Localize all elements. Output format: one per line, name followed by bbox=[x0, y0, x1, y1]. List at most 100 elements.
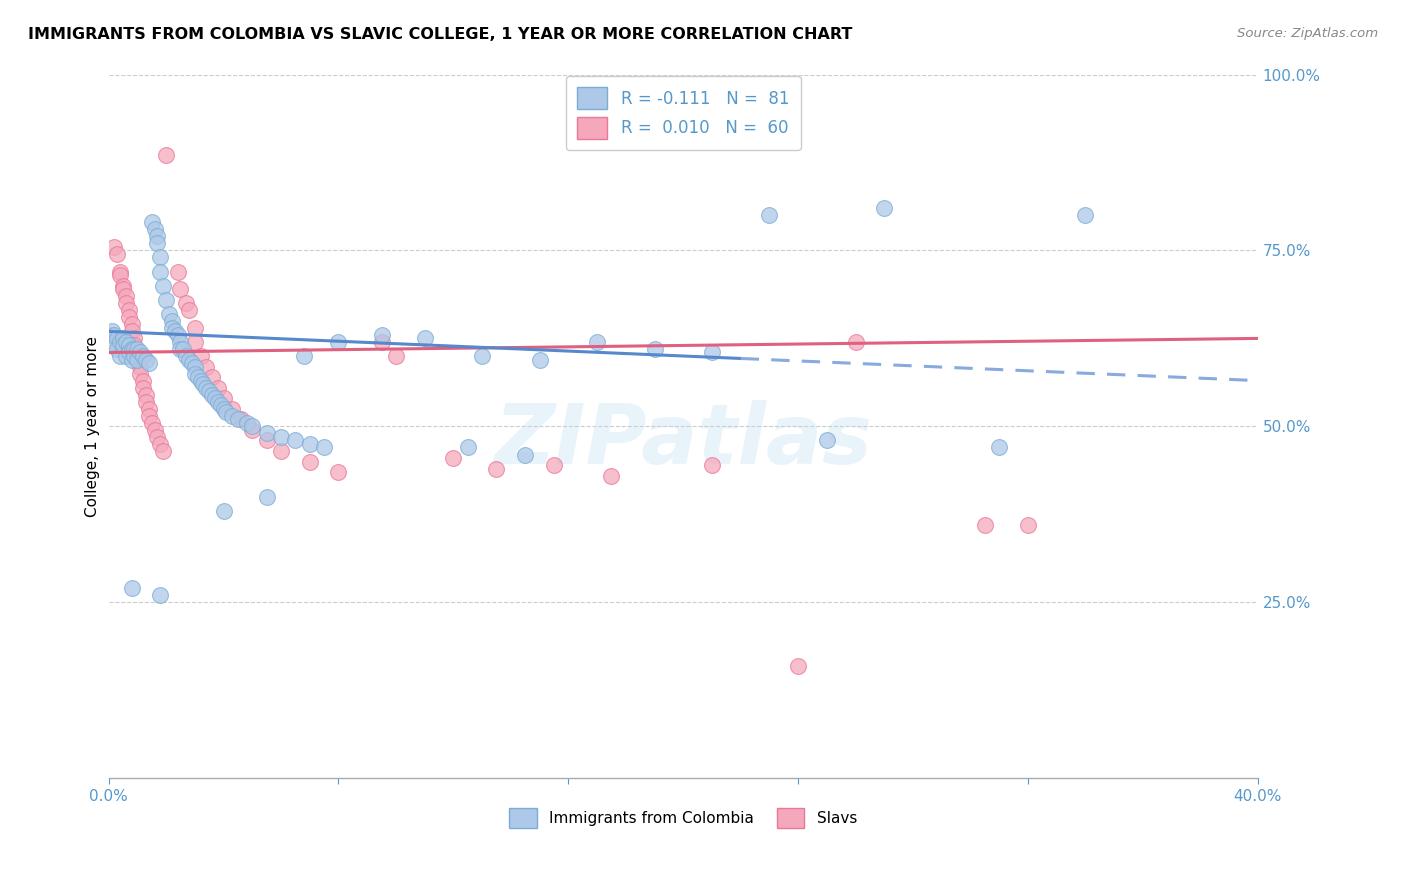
Point bbox=[115, 334, 138, 349]
Point bbox=[988, 441, 1011, 455]
Point bbox=[132, 381, 155, 395]
Point bbox=[177, 352, 200, 367]
Point bbox=[108, 264, 131, 278]
Point bbox=[121, 581, 143, 595]
Point bbox=[177, 303, 200, 318]
Point bbox=[141, 215, 163, 229]
Point bbox=[758, 208, 780, 222]
Point bbox=[155, 293, 177, 307]
Point bbox=[187, 370, 209, 384]
Point bbox=[256, 426, 278, 441]
Point bbox=[184, 334, 207, 349]
Point bbox=[108, 349, 131, 363]
Point bbox=[209, 398, 232, 412]
Point bbox=[105, 342, 128, 356]
Point bbox=[256, 490, 278, 504]
Point bbox=[1074, 208, 1097, 222]
Point bbox=[184, 321, 207, 335]
Point bbox=[127, 352, 149, 367]
Point bbox=[118, 303, 141, 318]
Point bbox=[135, 394, 157, 409]
Point bbox=[815, 434, 838, 448]
Point bbox=[146, 430, 169, 444]
Y-axis label: College, 1 year or more: College, 1 year or more bbox=[86, 336, 100, 516]
Point bbox=[124, 331, 146, 345]
Point bbox=[152, 444, 174, 458]
Point bbox=[146, 236, 169, 251]
Point bbox=[529, 352, 551, 367]
Point bbox=[138, 401, 160, 416]
Point bbox=[201, 387, 224, 401]
Point bbox=[221, 409, 243, 423]
Point bbox=[149, 251, 172, 265]
Point bbox=[166, 264, 188, 278]
Point bbox=[100, 324, 122, 338]
Point bbox=[129, 345, 152, 359]
Point bbox=[111, 338, 134, 352]
Point bbox=[174, 349, 197, 363]
Point bbox=[155, 148, 177, 162]
Point bbox=[212, 401, 235, 416]
Point bbox=[129, 367, 152, 381]
Point bbox=[111, 282, 134, 296]
Point bbox=[149, 588, 172, 602]
Point bbox=[201, 370, 224, 384]
Point bbox=[207, 394, 229, 409]
Point bbox=[226, 412, 249, 426]
Point bbox=[973, 517, 995, 532]
Point bbox=[105, 247, 128, 261]
Point bbox=[193, 377, 215, 392]
Point bbox=[1017, 517, 1039, 532]
Point bbox=[256, 434, 278, 448]
Point bbox=[370, 334, 392, 349]
Point bbox=[229, 412, 252, 426]
Point bbox=[118, 345, 141, 359]
Point bbox=[172, 342, 194, 356]
Point bbox=[184, 359, 207, 374]
Point bbox=[111, 278, 134, 293]
Point bbox=[103, 334, 125, 349]
Point bbox=[169, 342, 191, 356]
Point bbox=[471, 349, 494, 363]
Point bbox=[235, 416, 257, 430]
Point bbox=[160, 321, 183, 335]
Point bbox=[212, 391, 235, 405]
Point bbox=[298, 437, 321, 451]
Point bbox=[127, 352, 149, 367]
Point bbox=[700, 458, 723, 472]
Point bbox=[413, 331, 436, 345]
Point bbox=[190, 349, 212, 363]
Point bbox=[543, 458, 565, 472]
Point bbox=[115, 289, 138, 303]
Point bbox=[149, 437, 172, 451]
Point bbox=[586, 334, 609, 349]
Point bbox=[115, 349, 138, 363]
Point bbox=[845, 334, 868, 349]
Point bbox=[207, 381, 229, 395]
Point bbox=[149, 264, 172, 278]
Point bbox=[240, 419, 263, 434]
Point bbox=[195, 381, 218, 395]
Text: Source: ZipAtlas.com: Source: ZipAtlas.com bbox=[1237, 27, 1378, 40]
Point bbox=[124, 338, 146, 352]
Point bbox=[184, 367, 207, 381]
Point bbox=[221, 401, 243, 416]
Point bbox=[121, 342, 143, 356]
Point bbox=[138, 356, 160, 370]
Point bbox=[115, 296, 138, 310]
Point bbox=[181, 356, 204, 370]
Point bbox=[143, 222, 166, 236]
Point bbox=[118, 338, 141, 352]
Point bbox=[169, 334, 191, 349]
Point bbox=[485, 461, 508, 475]
Point bbox=[127, 342, 149, 356]
Point bbox=[600, 468, 623, 483]
Text: IMMIGRANTS FROM COLOMBIA VS SLAVIC COLLEGE, 1 YEAR OR MORE CORRELATION CHART: IMMIGRANTS FROM COLOMBIA VS SLAVIC COLLE… bbox=[28, 27, 852, 42]
Point bbox=[121, 324, 143, 338]
Point bbox=[457, 441, 479, 455]
Point bbox=[124, 342, 146, 356]
Point bbox=[135, 387, 157, 401]
Point bbox=[103, 327, 125, 342]
Point bbox=[212, 504, 235, 518]
Point bbox=[111, 331, 134, 345]
